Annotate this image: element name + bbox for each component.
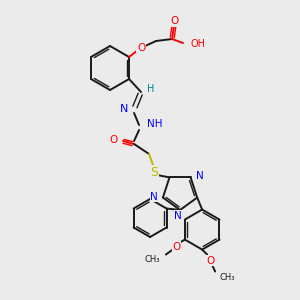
Text: N: N bbox=[120, 104, 128, 114]
Text: CH₃: CH₃ bbox=[144, 255, 160, 264]
Text: O: O bbox=[110, 135, 118, 145]
Text: N: N bbox=[174, 211, 182, 221]
Text: CH₃: CH₃ bbox=[219, 273, 235, 282]
Text: O: O bbox=[206, 256, 214, 266]
Text: H: H bbox=[147, 84, 154, 94]
Text: N: N bbox=[150, 192, 158, 202]
Text: OH: OH bbox=[190, 39, 205, 49]
Text: N: N bbox=[196, 171, 203, 182]
Text: O: O bbox=[170, 16, 178, 26]
Text: O: O bbox=[137, 43, 145, 53]
Text: S: S bbox=[150, 166, 158, 178]
Text: O: O bbox=[173, 242, 181, 252]
Text: NH: NH bbox=[147, 119, 163, 129]
